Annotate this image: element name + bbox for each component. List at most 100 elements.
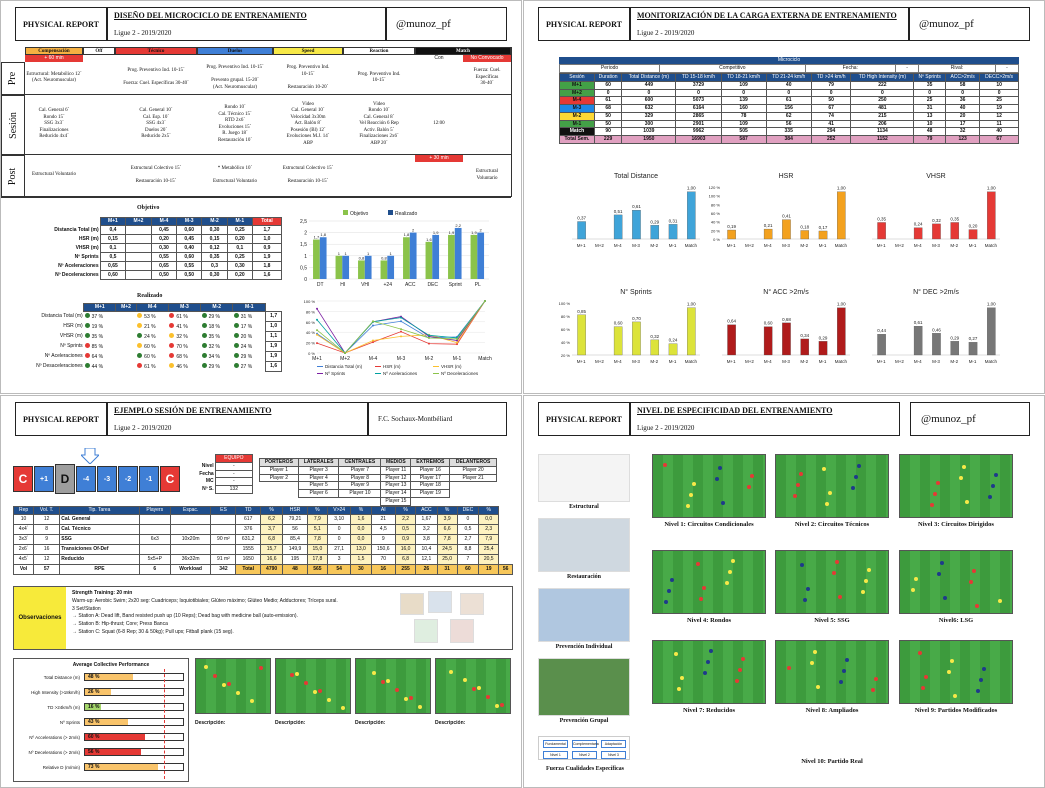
player-dot [861,590,865,594]
series-point [400,335,402,338]
objective-row: HSR (m) 0,15 0,20 0,45 0,15 0,20 1,0 [7,234,283,244]
row-label-post: Post [1,155,25,197]
player-dot [295,672,299,676]
session-cell: 7 [456,554,480,565]
bar-value-label: 0,29 [650,219,659,224]
observation-line: 3 Set/Station [72,605,101,612]
player-cell: Player 8 [338,473,382,483]
load-value: 17 [945,119,981,129]
x-tick-label: M+1 [312,356,322,362]
player-dot [318,689,322,693]
x-tick-label: HI [340,282,345,288]
legend-label: Nº Aceleraciones [383,371,418,376]
player-dot [692,482,696,486]
bar-value-label: 2,2 [455,223,461,228]
total-cell: 54 [326,564,352,575]
bar-value-label: 0,34 [800,333,809,338]
x-tick-label: Match [685,359,698,364]
player-dot [835,560,839,564]
player-dot [738,668,742,672]
session-task-row: 3x3´ 9 SSG 6x3 10x20m 90 m² 631,2 6,8 85,4 7,8 0 0,… [12,534,513,545]
status-dot [169,352,175,358]
objective-col-head: M-3 [176,217,203,226]
microcycle-blocks: C +1 D -4 -3 -2 -1 C [13,464,183,496]
player-dot [463,678,467,682]
session-cell: 2,7 [456,534,480,545]
bar-objetivo [313,239,320,279]
series-line [316,300,486,354]
microcycle-header: Microciclo [559,57,1019,64]
row-label-pre: Pre [1,62,25,95]
metric-value: 0,60 [176,225,203,235]
load-bar [763,326,773,356]
series-point [316,342,318,345]
load-chart-5: N° DEC >2m/s 0,44 M+1 M+2 0,61 M-4 0,46 M-3 0,29… [872,288,1000,364]
load-value: 0 [913,88,947,98]
metric-value: 0,30 [150,243,178,253]
session-col-head: Rep [12,506,35,515]
realized-col-head: M-4 [135,303,169,312]
observations-label: Observaciones [14,587,66,649]
player-dot [825,502,829,506]
total-cell: 565 [306,564,328,575]
session-cell: 5,1 [306,524,328,535]
metric-value: 0,3 [201,261,228,271]
microcycle-grid: Compensación Off Técnico Duelos Speed Reactio… [1,47,512,198]
load-value: 90 [593,127,623,136]
load-value: 1152 [850,135,915,144]
bar-objetivo [403,237,410,279]
page-title: NIVEL DE ESPECIFICIDAD DEL ENTRENAMIENTO [637,406,833,415]
page-session-example: PHYSICAL REPORT EJEMPLO SESIÓN DE ENTREN… [0,395,522,788]
pos-row: Player 6 Player 10 Player 14 Player 19 [260,489,497,498]
metric-value: 0,30 [201,270,228,280]
player-dot [813,650,817,654]
y-tick-label: 80 % [561,314,571,319]
session-cell [138,544,171,555]
load-row: M-2 50 329 2865 78 62 74 215 13 20 12 [559,111,1019,121]
load-bar [950,222,960,240]
session-cell: 70 [370,554,397,565]
metric-value: 60 % [136,352,168,362]
metric-value: 1,6 [265,361,282,372]
y-tick-label: 60 % [561,327,571,332]
load-value: 123 [945,135,981,144]
load-bar [613,326,623,356]
status-dot [84,352,90,358]
player-cell: Player 11 [380,465,412,475]
performance-fill: 56 % [85,749,141,755]
session-label: Total Sem. [559,135,595,144]
session-col-head: DEC [456,506,480,515]
empty [187,455,215,463]
bar-value-label: 0,70 [632,316,641,321]
load-value: 41 [810,119,852,129]
cell-2-3: * Metabólico 10´ Estructural Voluntario [197,155,273,197]
status-dot [84,362,90,368]
grid-border [1,197,511,198]
bar-value-label: 1,00 [987,186,996,191]
load-value: 25 [913,96,947,105]
observation-line: → Station B: Hip-thrust; Core; Press Ban… [72,621,168,627]
session-col-head: ES [210,506,237,515]
load-value: 0 [621,88,677,98]
load-bar [632,210,641,240]
pre-time-badge: + 60 min [25,55,83,62]
session-cell: SSG [59,534,140,545]
series-point [428,342,430,345]
objective-row: Nº Aceleraciones 0,65 0,65 0,55 0,3 0,30 1,8 [7,261,283,271]
chart-title: N° DEC >2m/s [913,288,959,296]
player-cell: Player 12 [380,473,412,483]
season-label: Ligue 2 - 2019/2020 [114,424,172,432]
bar-realizado [477,232,485,279]
player-cell: Player 10 [338,489,382,498]
series-point [400,330,402,333]
metric-value: 35 % [84,332,116,342]
level-field-7 [652,640,766,704]
metric-label: Distancia Total (m) [54,226,99,233]
session-cell: 27,1 [326,544,352,555]
load-value: 31 [913,104,947,113]
cell-2-7: Estructural Voluntario [463,155,511,197]
performance-label: Nº Decelerations (> 2m/s) [28,750,80,755]
session-cell: Cal. Técnico [59,524,140,535]
player-cell: Player 6 [297,489,340,498]
observation-line: Warm-up: Aerobic Swim; 2x20 seg: Cuadric… [72,597,338,604]
